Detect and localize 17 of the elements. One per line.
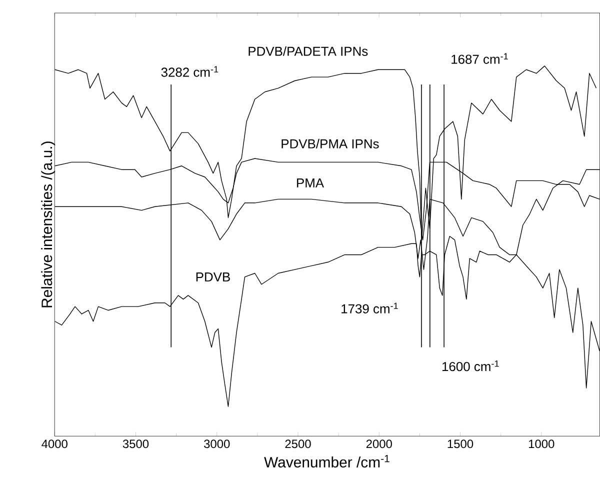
x-tick-label: 1000 [528, 440, 554, 448]
x-axis-title: Wavenumber /cm$^{-1}$ [264, 454, 390, 468]
ref-line-label: 1600 cm$^{-1}$ [442, 360, 499, 372]
ref-line-label: 1739 cm$^{-1}$ [342, 302, 398, 314]
x-tick-label: 2000 [366, 440, 392, 448]
ref-line-label: 3282 cm$^{-1}$ [161, 66, 218, 77]
x-tick-label: 4000 [42, 440, 68, 448]
series-label: PMA [297, 178, 324, 188]
x-tick-label: 3000 [204, 440, 230, 448]
ref-line-label: 1687 cm$^{-1}$ [452, 53, 508, 64]
x-tick-label: 1500 [448, 440, 474, 448]
x-tick-label: 2500 [285, 440, 311, 448]
x-tick-label: 3500 [122, 440, 149, 448]
y-axis-title: Relative intensities /(a.u.) [41, 142, 56, 308]
series-label: PDVB/PADETA IPNs [248, 46, 368, 56]
series-label: PDVB/PMA IPNs [282, 138, 379, 148]
series-label: PDVB [196, 272, 230, 282]
